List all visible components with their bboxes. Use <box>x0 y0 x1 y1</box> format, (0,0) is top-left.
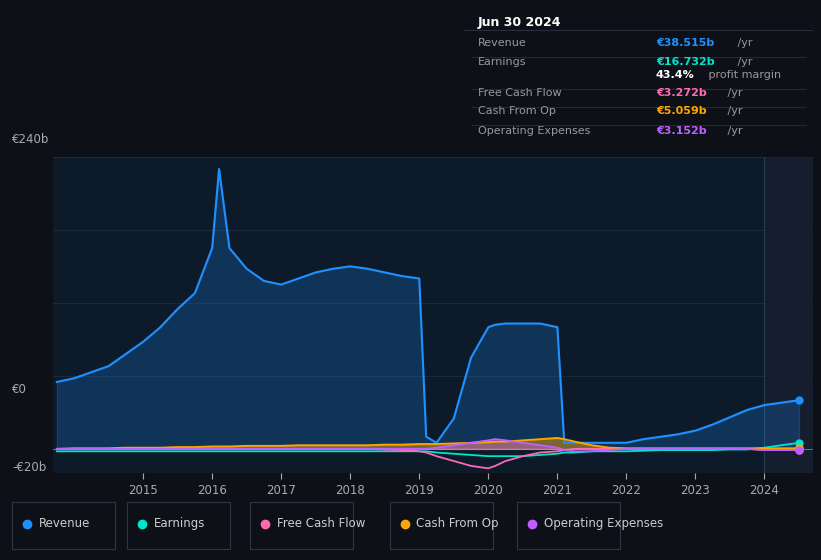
Text: Cash From Op: Cash From Op <box>478 106 556 116</box>
Text: /yr: /yr <box>724 106 743 116</box>
Text: /yr: /yr <box>724 126 743 136</box>
Text: -€20b: -€20b <box>12 461 47 474</box>
Text: Operating Expenses: Operating Expenses <box>478 126 590 136</box>
Bar <box>764 157 813 473</box>
Text: 43.4%: 43.4% <box>656 70 695 80</box>
Text: profit margin: profit margin <box>704 70 781 80</box>
Text: Free Cash Flow: Free Cash Flow <box>277 517 365 530</box>
Text: €16.732b: €16.732b <box>656 57 714 67</box>
Text: Earnings: Earnings <box>478 57 526 67</box>
Text: €0: €0 <box>12 382 27 396</box>
Text: €240b: €240b <box>12 133 50 146</box>
Text: Operating Expenses: Operating Expenses <box>544 517 663 530</box>
Text: /yr: /yr <box>734 57 752 67</box>
Text: Earnings: Earnings <box>154 517 205 530</box>
Text: /yr: /yr <box>724 88 743 99</box>
Text: €38.515b: €38.515b <box>656 39 714 48</box>
Text: €3.152b: €3.152b <box>656 126 706 136</box>
Text: €5.059b: €5.059b <box>656 106 706 116</box>
Text: Cash From Op: Cash From Op <box>416 517 498 530</box>
Text: Free Cash Flow: Free Cash Flow <box>478 88 562 99</box>
Text: Jun 30 2024: Jun 30 2024 <box>478 16 562 29</box>
Text: /yr: /yr <box>734 39 752 48</box>
Text: Revenue: Revenue <box>478 39 526 48</box>
Text: €3.272b: €3.272b <box>656 88 707 99</box>
Text: Revenue: Revenue <box>39 517 90 530</box>
